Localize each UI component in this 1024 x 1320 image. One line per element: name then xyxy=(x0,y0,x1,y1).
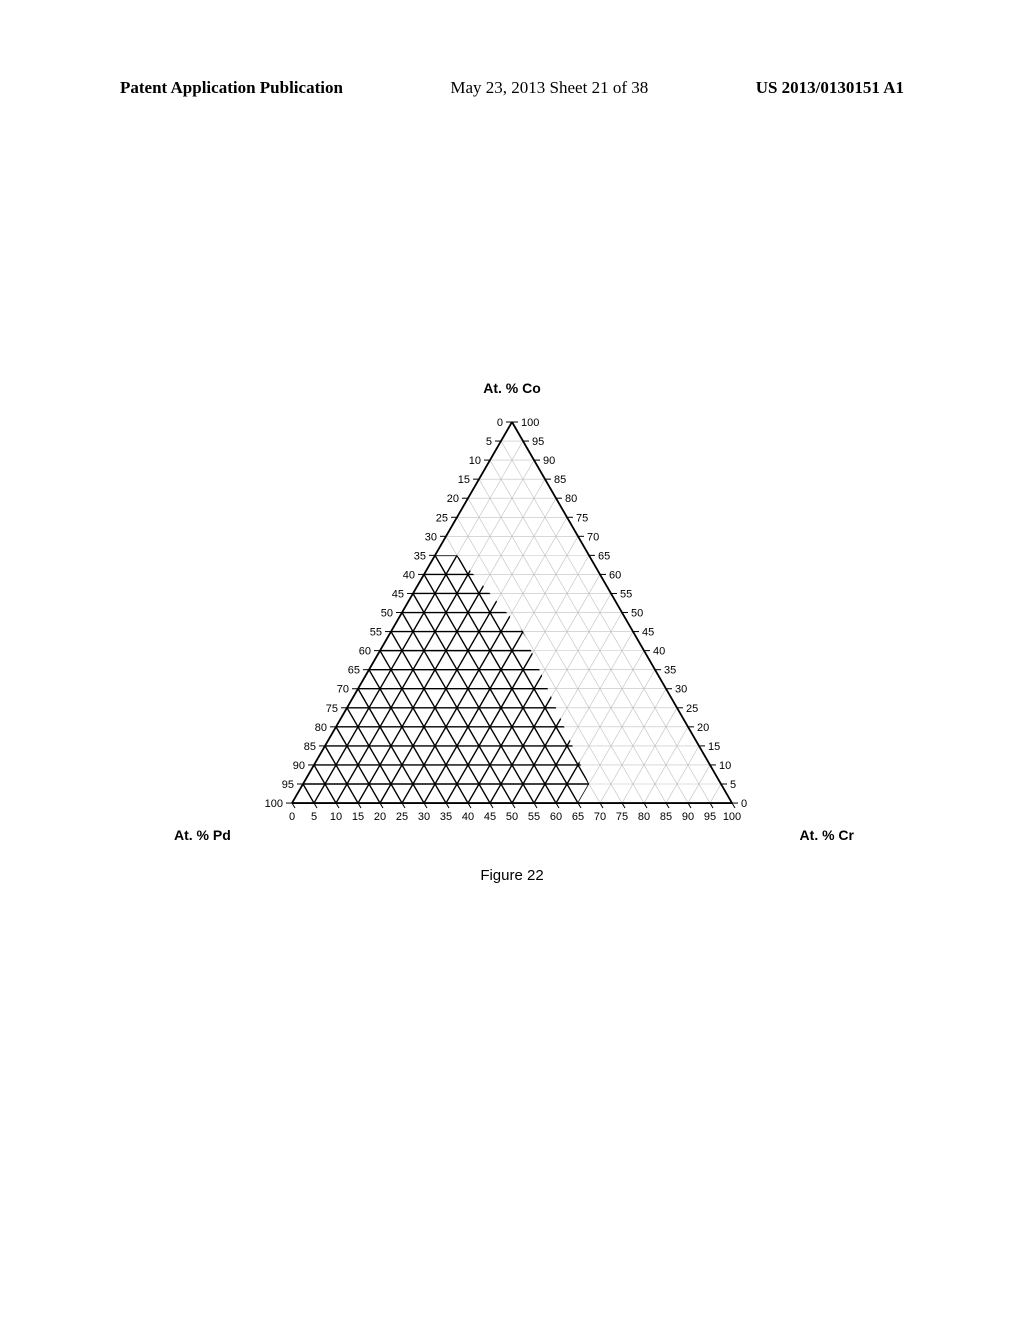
svg-text:80: 80 xyxy=(315,722,327,734)
svg-text:55: 55 xyxy=(620,588,632,600)
svg-text:85: 85 xyxy=(554,474,566,486)
ternary-diagram-svg: 0510152025303540455055606570758085909510… xyxy=(232,404,792,834)
svg-text:5: 5 xyxy=(311,811,317,823)
svg-text:65: 65 xyxy=(572,811,584,823)
svg-text:45: 45 xyxy=(642,627,654,639)
svg-text:55: 55 xyxy=(528,811,540,823)
svg-text:0: 0 xyxy=(741,798,747,810)
header-publication: Patent Application Publication xyxy=(120,78,343,98)
apex-label-co: At. % Co xyxy=(232,380,792,396)
svg-text:65: 65 xyxy=(598,550,610,562)
svg-text:15: 15 xyxy=(708,741,720,753)
svg-text:25: 25 xyxy=(396,811,408,823)
svg-text:15: 15 xyxy=(458,474,470,486)
axis-label-pd: At. % Pd xyxy=(174,827,231,843)
svg-text:70: 70 xyxy=(587,531,599,543)
header-date-sheet: May 23, 2013 Sheet 21 of 38 xyxy=(450,78,648,98)
svg-text:20: 20 xyxy=(697,722,709,734)
svg-text:35: 35 xyxy=(414,550,426,562)
svg-text:40: 40 xyxy=(403,569,415,581)
svg-text:5: 5 xyxy=(486,436,492,448)
svg-text:75: 75 xyxy=(616,811,628,823)
svg-text:10: 10 xyxy=(469,455,481,467)
svg-text:95: 95 xyxy=(532,436,544,448)
svg-text:15: 15 xyxy=(352,811,364,823)
svg-text:60: 60 xyxy=(609,569,621,581)
svg-text:35: 35 xyxy=(440,811,452,823)
svg-text:5: 5 xyxy=(730,779,736,791)
svg-text:30: 30 xyxy=(418,811,430,823)
svg-text:20: 20 xyxy=(374,811,386,823)
svg-text:95: 95 xyxy=(282,779,294,791)
figure-caption: Figure 22 xyxy=(232,867,792,884)
svg-text:35: 35 xyxy=(664,665,676,677)
svg-text:90: 90 xyxy=(682,811,694,823)
svg-text:70: 70 xyxy=(594,811,606,823)
svg-text:65: 65 xyxy=(348,665,360,677)
svg-text:100: 100 xyxy=(723,811,741,823)
svg-text:50: 50 xyxy=(381,608,393,620)
svg-text:100: 100 xyxy=(521,417,539,429)
svg-text:60: 60 xyxy=(359,646,371,658)
svg-text:30: 30 xyxy=(425,531,437,543)
header-patent-number: US 2013/0130151 A1 xyxy=(756,78,904,98)
svg-text:0: 0 xyxy=(497,417,503,429)
svg-text:75: 75 xyxy=(326,703,338,715)
svg-text:0: 0 xyxy=(289,811,295,823)
svg-text:85: 85 xyxy=(304,741,316,753)
svg-text:80: 80 xyxy=(638,811,650,823)
svg-text:85: 85 xyxy=(660,811,672,823)
svg-text:40: 40 xyxy=(653,646,665,658)
svg-text:60: 60 xyxy=(550,811,562,823)
svg-text:50: 50 xyxy=(631,608,643,620)
svg-text:25: 25 xyxy=(686,703,698,715)
svg-text:90: 90 xyxy=(543,455,555,467)
svg-text:90: 90 xyxy=(293,760,305,772)
svg-text:95: 95 xyxy=(704,811,716,823)
svg-text:80: 80 xyxy=(565,493,577,505)
svg-text:45: 45 xyxy=(484,811,496,823)
svg-text:75: 75 xyxy=(576,512,588,524)
svg-text:50: 50 xyxy=(506,811,518,823)
ternary-chart: At. % Co 0510152025303540455055606570758… xyxy=(232,380,792,884)
axis-label-cr: At. % Cr xyxy=(800,827,854,843)
svg-text:10: 10 xyxy=(330,811,342,823)
svg-text:25: 25 xyxy=(436,512,448,524)
svg-text:55: 55 xyxy=(370,627,382,639)
svg-text:100: 100 xyxy=(265,798,283,810)
svg-text:20: 20 xyxy=(447,493,459,505)
svg-text:70: 70 xyxy=(337,684,349,696)
svg-text:45: 45 xyxy=(392,588,404,600)
svg-text:40: 40 xyxy=(462,811,474,823)
svg-text:30: 30 xyxy=(675,684,687,696)
svg-text:10: 10 xyxy=(719,760,731,772)
